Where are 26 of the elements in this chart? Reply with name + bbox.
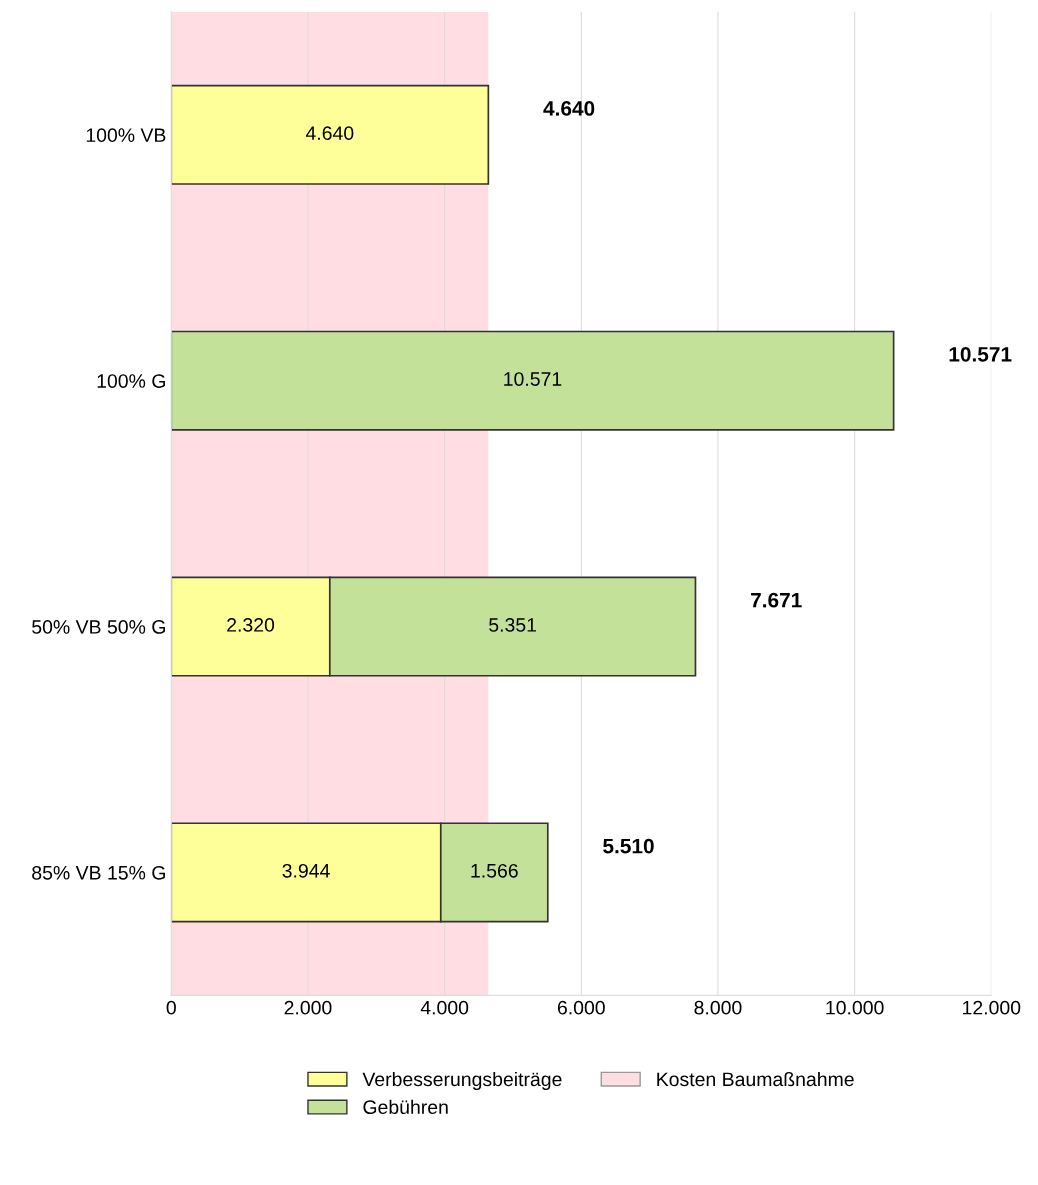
data-label: 3.944	[282, 863, 330, 878]
bar	[171, 330, 895, 431]
data-label: 2.320	[227, 618, 275, 632]
data-label: 10.571	[504, 372, 562, 386]
legend-label: Verbesserungsbeiträge	[362, 1071, 562, 1091]
y-tick-label: 85% VB 15% G	[32, 865, 165, 880]
x-tick-label: 2.000	[284, 1000, 332, 1015]
y-tick-label: 100% VB	[86, 128, 166, 143]
x-tick-label: 4.000	[420, 1000, 469, 1015]
data-label: 5.351	[489, 618, 537, 632]
total-label: 4.640	[543, 101, 595, 116]
x-tick-label: 0	[166, 1000, 176, 1015]
x-tick-label: 6.000	[557, 1000, 605, 1015]
data-label: 4.640	[305, 126, 354, 141]
x-tick-label: 8.000	[694, 1000, 742, 1015]
bar	[171, 84, 490, 185]
legend-label: Kosten Baumaßnahme	[657, 1071, 854, 1087]
total-label: 10.571	[949, 346, 1012, 362]
total-label: 5.510	[603, 838, 654, 854]
x-tick-label: 10.000	[826, 1000, 884, 1015]
y-tick-label: 100% G	[97, 374, 165, 388]
x-tick-label: 12.000	[963, 1000, 1021, 1015]
data-label: 1.566	[471, 863, 518, 878]
total-label: 7.671	[751, 592, 802, 608]
y-tick-label: 50% VB 50% G	[32, 620, 165, 634]
legend-label: Gebühren	[363, 1099, 448, 1115]
